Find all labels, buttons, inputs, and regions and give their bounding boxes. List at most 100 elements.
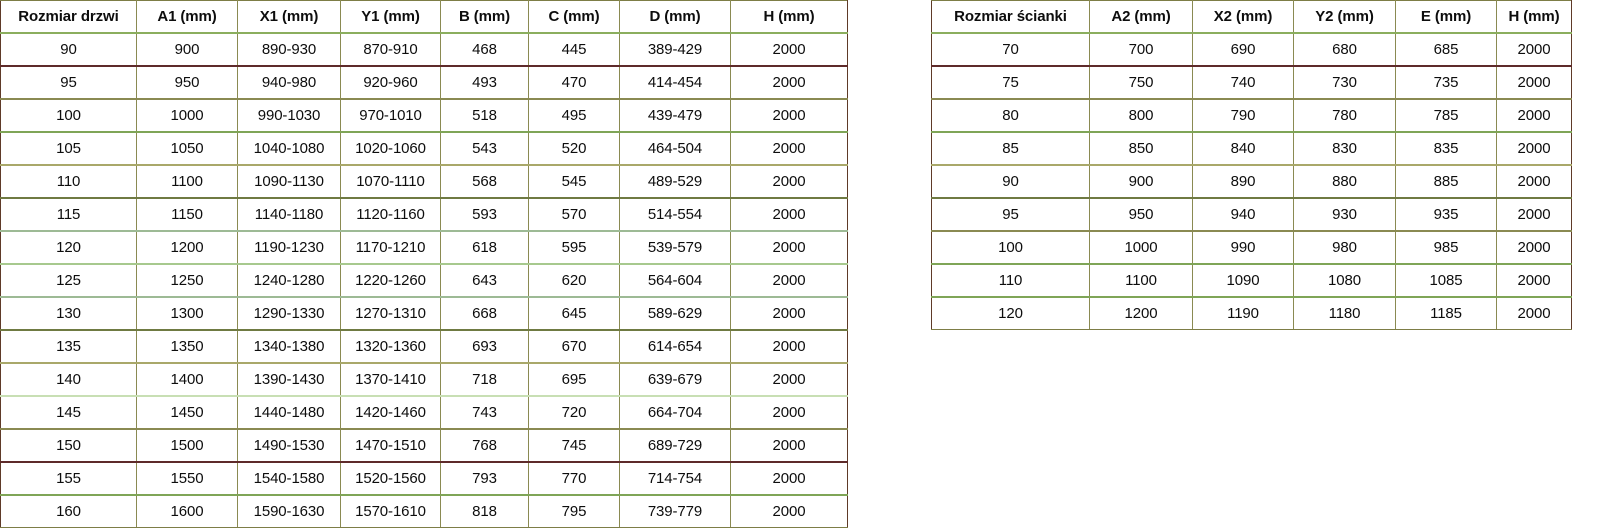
doors-cell: 95 xyxy=(0,66,137,100)
walls-cell: 1085 xyxy=(1395,264,1497,298)
doors-cell: 1420-1460 xyxy=(340,396,441,430)
doors-column-header: X1 (mm) xyxy=(237,0,341,34)
doors-cell: 155 xyxy=(0,462,137,496)
walls-cell: 1000 xyxy=(1089,231,1193,265)
table-row: 130 1300 1290-1330 1270-1310 668 645 589-629 20… xyxy=(0,297,848,331)
walls-column-header: X2 (mm) xyxy=(1192,0,1294,34)
doors-cell: 414-454 xyxy=(619,66,731,100)
walls-cell: 2000 xyxy=(1496,33,1572,67)
walls-table-head: Rozmiar ścianki A2 (mm) X2 (mm) Y2 (mm) E (m… xyxy=(931,0,1572,34)
doors-cell: 1140-1180 xyxy=(237,198,341,232)
table-row: 155 1550 1540-1580 1520-1560 793 770 714-754 20… xyxy=(0,462,848,496)
doors-cell: 2000 xyxy=(730,264,848,298)
table-row: 95 950 940 930 935 2000 xyxy=(931,198,1572,232)
doors-cell: 539-579 xyxy=(619,231,731,265)
doors-cell: 1200 xyxy=(136,231,238,265)
walls-cell: 110 xyxy=(931,264,1090,298)
doors-cell: 468 xyxy=(440,33,529,67)
walls-cell: 1100 xyxy=(1089,264,1193,298)
doors-cell: 1270-1310 xyxy=(340,297,441,331)
walls-cell: 735 xyxy=(1395,66,1497,100)
doors-cell: 520 xyxy=(528,132,620,166)
doors-cell: 818 xyxy=(440,495,529,528)
walls-cell: 830 xyxy=(1293,132,1396,166)
walls-cell: 120 xyxy=(931,297,1090,330)
walls-cell: 985 xyxy=(1395,231,1497,265)
doors-cell: 135 xyxy=(0,330,137,364)
table-row: 90 900 890 880 885 2000 xyxy=(931,165,1572,199)
doors-cell: 1100 xyxy=(136,165,238,199)
walls-cell: 2000 xyxy=(1496,132,1572,166)
doors-column-header: Rozmiar drzwi xyxy=(0,0,137,34)
table-row: 150 1500 1490-1530 1470-1510 768 745 689-729 20… xyxy=(0,429,848,463)
doors-cell: 614-654 xyxy=(619,330,731,364)
walls-cell: 1080 xyxy=(1293,264,1396,298)
walls-cell: 940 xyxy=(1192,198,1294,232)
doors-cell: 1290-1330 xyxy=(237,297,341,331)
doors-cell: 720 xyxy=(528,396,620,430)
walls-cell: 2000 xyxy=(1496,231,1572,265)
doors-cell: 568 xyxy=(440,165,529,199)
walls-cell: 1200 xyxy=(1089,297,1193,330)
doors-cell: 125 xyxy=(0,264,137,298)
doors-cell: 90 xyxy=(0,33,137,67)
doors-cell: 1000 xyxy=(136,99,238,133)
doors-cell: 130 xyxy=(0,297,137,331)
table-row: 105 1050 1040-1080 1020-1060 543 520 464-504 20… xyxy=(0,132,848,166)
table-row: 110 1100 1090-1130 1070-1110 568 545 489-529 20… xyxy=(0,165,848,199)
doors-cell: 389-429 xyxy=(619,33,731,67)
doors-cell: 570 xyxy=(528,198,620,232)
walls-cell: 1180 xyxy=(1293,297,1396,330)
doors-cell: 2000 xyxy=(730,66,848,100)
doors-cell: 2000 xyxy=(730,297,848,331)
doors-cell: 2000 xyxy=(730,99,848,133)
doors-cell: 514-554 xyxy=(619,198,731,232)
doors-cell: 1120-1160 xyxy=(340,198,441,232)
doors-cell: 1450 xyxy=(136,396,238,430)
doors-column-header: D (mm) xyxy=(619,0,731,34)
walls-column-header: E (mm) xyxy=(1395,0,1497,34)
doors-table-body: 90 900 890-930 870-910 468 445 389-429 2000 95 95… xyxy=(0,33,848,528)
walls-cell: 780 xyxy=(1293,99,1396,133)
doors-cell: 2000 xyxy=(730,396,848,430)
doors-cell: 1150 xyxy=(136,198,238,232)
doors-cell: 639-679 xyxy=(619,363,731,397)
doors-cell: 793 xyxy=(440,462,529,496)
doors-cell: 2000 xyxy=(730,132,848,166)
doors-cell: 495 xyxy=(528,99,620,133)
walls-cell: 1190 xyxy=(1192,297,1294,330)
table-row: 160 1600 1590-1630 1570-1610 818 795 739-779 20… xyxy=(0,495,848,528)
doors-cell: 1540-1580 xyxy=(237,462,341,496)
doors-cell: 464-504 xyxy=(619,132,731,166)
walls-cell: 800 xyxy=(1089,99,1193,133)
doors-cell: 1600 xyxy=(136,495,238,528)
table-row: 110 1100 1090 1080 1085 2000 xyxy=(931,264,1572,298)
walls-cell: 700 xyxy=(1089,33,1193,67)
walls-cell: 1185 xyxy=(1395,297,1497,330)
walls-cell: 885 xyxy=(1395,165,1497,199)
doors-cell: 140 xyxy=(0,363,137,397)
table-row: 75 750 740 730 735 2000 xyxy=(931,66,1572,100)
walls-specification-table-container: Rozmiar ścianki A2 (mm) X2 (mm) Y2 (mm) E (m… xyxy=(931,0,1572,330)
doors-cell: 120 xyxy=(0,231,137,265)
doors-cell: 115 xyxy=(0,198,137,232)
doors-cell: 1050 xyxy=(136,132,238,166)
doors-cell: 1220-1260 xyxy=(340,264,441,298)
doors-cell: 2000 xyxy=(730,231,848,265)
walls-cell: 990 xyxy=(1192,231,1294,265)
walls-cell: 2000 xyxy=(1496,297,1572,330)
doors-cell: 1350 xyxy=(136,330,238,364)
table-row: 140 1400 1390-1430 1370-1410 718 695 639-679 20… xyxy=(0,363,848,397)
doors-cell: 439-479 xyxy=(619,99,731,133)
walls-cell: 1090 xyxy=(1192,264,1294,298)
walls-cell: 80 xyxy=(931,99,1090,133)
doors-cell: 1400 xyxy=(136,363,238,397)
doors-cell: 145 xyxy=(0,396,137,430)
doors-cell: 1170-1210 xyxy=(340,231,441,265)
walls-cell: 685 xyxy=(1395,33,1497,67)
doors-column-header: H (mm) xyxy=(730,0,848,34)
doors-cell: 990-1030 xyxy=(237,99,341,133)
doors-cell: 518 xyxy=(440,99,529,133)
doors-cell: 768 xyxy=(440,429,529,463)
